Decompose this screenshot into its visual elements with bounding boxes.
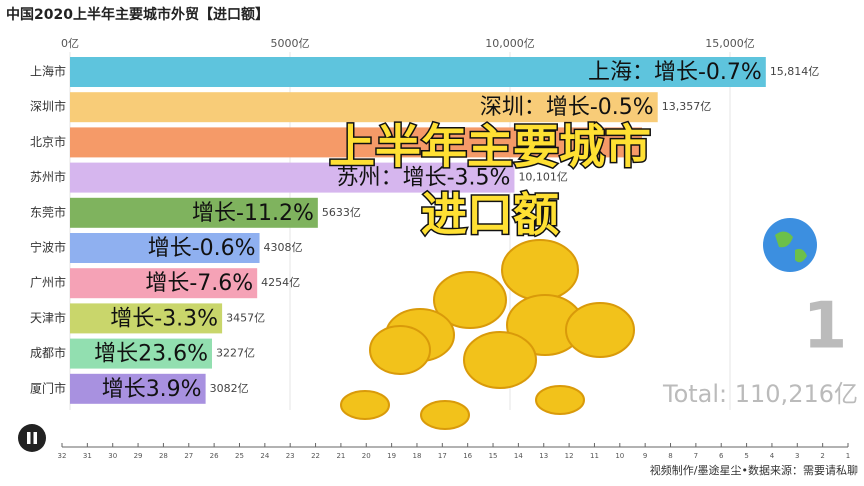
timeline-label: 2 <box>820 452 824 460</box>
category-label: 广州市 <box>30 275 66 290</box>
timeline-label: 8 <box>668 452 672 460</box>
chart-title: 中国2020上半年主要城市外贸【进口额】 <box>6 6 269 23</box>
bar <box>70 57 766 87</box>
value-label: 3457亿 <box>226 311 265 324</box>
timeline-label: 27 <box>184 452 193 460</box>
timeline-label: 4 <box>770 452 775 460</box>
x-tick-label: 5000亿 <box>271 37 310 50</box>
overlay-title: 上半年主要城市 <box>329 120 651 174</box>
timeline-label: 16 <box>463 452 472 460</box>
timeline-label: 29 <box>134 452 143 460</box>
category-label: 深圳市 <box>30 99 66 114</box>
category-label: 宁波市 <box>30 240 66 255</box>
bar <box>70 92 658 123</box>
value-label: 4254亿 <box>261 276 300 289</box>
timeline-label: 12 <box>565 452 574 460</box>
coins <box>340 239 635 430</box>
timeline-label: 3 <box>795 452 799 460</box>
bar <box>70 303 223 334</box>
bar <box>70 233 260 263</box>
timeline-label: 15 <box>489 452 498 460</box>
timeline-label: 20 <box>362 452 371 460</box>
timeline-label: 25 <box>235 452 244 460</box>
value-label: 4308亿 <box>264 241 303 254</box>
x-tick-label: 15,000亿 <box>705 37 755 50</box>
value-label: 3227亿 <box>216 347 255 360</box>
x-tick-label: 0亿 <box>61 37 79 50</box>
timeline-label: 1 <box>846 452 850 460</box>
timeline-label: 19 <box>387 452 396 460</box>
timeline-label: 28 <box>159 452 168 460</box>
timeline-label: 9 <box>643 452 647 460</box>
category-label: 厦门市 <box>30 380 66 395</box>
timeline-label: 5 <box>744 452 748 460</box>
timeline-label: 10 <box>615 452 624 460</box>
timeline-label: 22 <box>311 452 320 460</box>
category-label: 天津市 <box>30 310 66 325</box>
timeline-label: 23 <box>286 452 295 460</box>
annotation: 深圳：增长-0.5% <box>480 95 654 120</box>
timeline-label: 7 <box>694 452 698 460</box>
bar <box>70 373 206 404</box>
category-label: 北京市 <box>30 134 66 149</box>
bar <box>70 338 212 369</box>
bar <box>70 197 318 228</box>
globe <box>763 218 817 272</box>
timeline-label: 14 <box>514 452 523 460</box>
timeline-label: 13 <box>539 452 548 460</box>
bar <box>70 268 258 299</box>
timeline-label: 31 <box>83 452 92 460</box>
rank: 1 <box>803 290 848 364</box>
timeline-label: 30 <box>108 452 117 460</box>
value-label: 3082亿 <box>210 382 249 395</box>
overlay-title: 进口额 <box>421 188 559 242</box>
annotation: 增长-0.6% <box>148 236 256 261</box>
timeline-label: 17 <box>438 452 447 460</box>
annotation: 增长-11.2% <box>192 201 314 226</box>
category-label: 苏州市 <box>30 169 66 184</box>
total: Total: 110,216亿 <box>662 380 858 408</box>
annotation: 上海：增长-0.7% <box>588 60 762 85</box>
bar <box>70 162 515 193</box>
category-label: 上海市 <box>30 64 66 79</box>
timeline-label: 11 <box>590 452 599 460</box>
timeline-label: 21 <box>336 452 345 460</box>
value-label: 15,814亿 <box>770 65 820 78</box>
timeline: 32 31 30 29 28 27 26 25 24 23 22 21 20 19 18 17 16 15 14 13… <box>58 443 850 460</box>
footer: 视频制作/墨途星尘•数据来源：需要请私聊 <box>650 463 858 477</box>
timeline-label: 24 <box>260 452 269 460</box>
timeline-label: 18 <box>413 452 422 460</box>
annotation: 苏州：增长-3.5% <box>337 166 511 191</box>
value-label: 5633亿 <box>322 206 361 219</box>
bar <box>70 127 642 158</box>
timeline-label: 32 <box>58 452 67 460</box>
annotation: 增长3.9% <box>102 377 202 402</box>
timeline-label: 6 <box>719 452 724 460</box>
annotation: 增长-3.3% <box>110 306 218 331</box>
value-label: 13,357亿 <box>662 100 712 113</box>
timeline-label: 26 <box>210 452 219 460</box>
value-label: 10,101亿 <box>518 171 568 184</box>
category-label: 成都市 <box>30 345 66 360</box>
category-label: 东莞市 <box>30 204 66 219</box>
x-tick-label: 10,000亿 <box>485 37 535 50</box>
annotation: 增长-7.6% <box>145 271 253 296</box>
pause-button[interactable] <box>18 424 46 452</box>
annotation: 增长23.6% <box>94 342 208 367</box>
